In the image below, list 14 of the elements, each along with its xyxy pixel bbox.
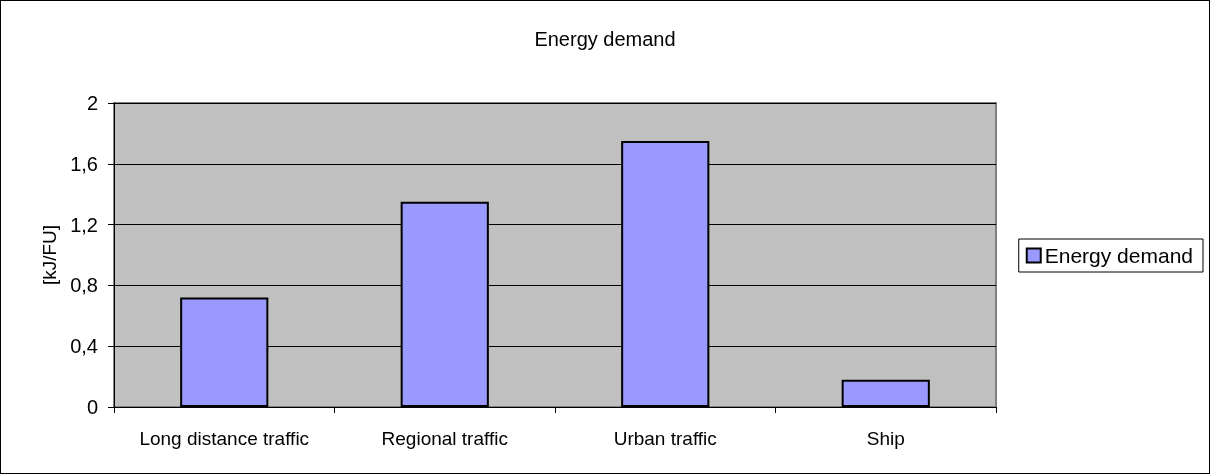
- y-tick-label: 2: [86, 92, 98, 114]
- bar: [841, 379, 930, 407]
- y-tick-label: 1,2: [70, 213, 98, 236]
- y-tick-label: 0,8: [70, 274, 98, 297]
- chart-title: Energy demand: [534, 28, 676, 50]
- y-tick-label: 0: [86, 396, 98, 418]
- x-tick-label: Regional traffic: [381, 428, 508, 449]
- y-tick-label: 1,6: [70, 152, 98, 175]
- y-tick-label: 0,4: [70, 335, 98, 358]
- x-tick-label: Ship: [866, 428, 905, 449]
- x-tick-label: Long distance traffic: [139, 428, 310, 449]
- legend-label: Energy demand: [1044, 244, 1193, 267]
- x-tick-label: Urban traffic: [613, 428, 717, 449]
- y-axis-title: [kJ/FU]: [39, 224, 61, 286]
